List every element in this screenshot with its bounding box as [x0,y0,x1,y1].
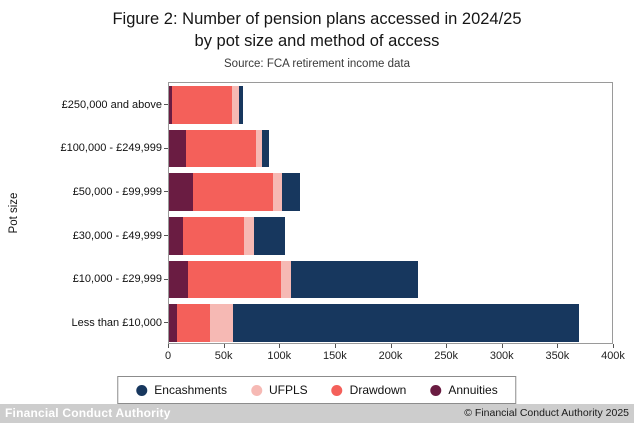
bar-segment-encashments [254,217,286,255]
x-tick-mark [223,344,225,348]
category-label: £30,000 - £49,999 [72,229,162,242]
stacked-bar [169,86,612,124]
x-tick-label: 350k [545,350,570,362]
bar-segment-annuities [169,129,186,168]
category-label: Less than £10,000 [71,317,162,330]
x-tick-label: 50k [214,350,233,362]
legend-marker-icon [430,384,442,396]
legend-marker-icon [331,384,343,396]
category-label: £100,000 - £249,999 [60,142,162,155]
x-tick-mark [390,344,392,348]
x-tick-label: 400k [601,350,625,362]
legend-item-annuities: Annuities [430,383,498,397]
plot-area: £250,000 and above £100,000 - £249,999 £50… [60,82,613,345]
bar-segment-drawdown [185,129,257,168]
bar-segment-ufpls [280,260,291,299]
legend-label: Annuities [448,383,498,397]
legend-label: Drawdown [349,383,407,397]
stacked-bar [169,217,612,255]
y-tick-mark [164,322,168,324]
x-tick-mark [501,344,503,348]
legend-item-encashments: Encashments [136,383,227,397]
bar-segment-drawdown [176,304,210,342]
legend-item-drawdown: Drawdown [331,383,407,397]
category-label: £250,000 and above [61,98,162,111]
bar-row: £30,000 - £49,999 [73,214,612,258]
category-label: £10,000 - £29,999 [72,273,162,286]
y-tick-mark [164,191,168,193]
bar-segment-drawdown [183,217,245,255]
bar-segment-encashments [290,260,419,299]
legend-label: Encashments [154,383,227,397]
x-tick-mark [279,344,281,348]
bar-segment-encashments [262,129,269,168]
bar-row: £250,000 and above [62,83,612,127]
bar-segment-drawdown [172,86,233,124]
y-tick-mark [164,278,168,280]
x-tick-mark [334,344,336,348]
x-tick-label: 300k [489,350,514,362]
legend: Encashments UFPLS Drawdown Annuities [117,376,517,404]
bar-segment-annuities [169,260,188,299]
stacked-bar [169,129,612,168]
legend-item-ufpls: UFPLS [250,383,308,397]
bar-segment-annuities [169,304,177,342]
x-tick-mark [613,344,614,348]
x-tick-label: 200k [378,350,403,362]
bar-segment-drawdown [193,173,274,211]
y-axis-title: Pot size [8,192,20,234]
x-tick-label: 150k [322,350,347,362]
stacked-bar [169,304,612,342]
footer-bar: Financial Conduct Authority © Financial … [0,404,634,423]
x-tick-label: 250k [434,350,459,362]
legend-marker-icon [136,384,148,396]
y-tick-mark [164,103,168,105]
bar-segment-drawdown [187,260,281,299]
legend-label: UFPLS [268,383,308,397]
category-label: £50,000 - £99,999 [72,186,162,199]
bar-row: £50,000 - £99,999 [73,170,612,214]
bar-segment-ufpls [209,304,234,342]
bar-row: £10,000 - £29,999 [73,258,612,302]
y-tick-mark [164,234,168,236]
legend-marker-icon [250,384,262,396]
bar-row: Less than £10,000 [71,301,612,345]
bar-segment-encashments [238,86,244,124]
x-tick-label: 0 [164,350,172,362]
bar-segment-annuities [169,86,173,124]
y-tick-mark [164,147,168,149]
x-tick-mark [557,344,559,348]
copyright-notice: © Financial Conduct Authority 2025 [464,407,629,419]
chart-source: Source: FCA retirement income data [224,58,410,70]
x-tick-label: 100k [267,350,292,362]
bar-segment-encashments [281,173,300,211]
bar-segment-ufpls [256,129,263,168]
x-tick-mark [446,344,448,348]
bar-segment-ufpls [244,217,255,255]
bar-segment-ufpls [273,173,282,211]
chart-title-line1: Figure 2: Number of pension plans access… [112,10,522,28]
fca-watermark: Financial Conduct Authority [5,406,171,420]
bar-segment-annuities [169,217,184,255]
bar-segment-annuities [169,173,194,211]
bar-segment-ufpls [232,86,239,124]
chart-title: Figure 2: Number of pension plans access… [0,8,634,53]
stacked-bar [169,260,612,299]
stacked-bar [169,173,612,211]
bar-segment-encashments [233,304,579,342]
bar-row: £100,000 - £249,999 [60,127,612,171]
x-tick-mark [168,344,169,348]
chart-title-line2: by pot size and method of access [194,32,440,51]
